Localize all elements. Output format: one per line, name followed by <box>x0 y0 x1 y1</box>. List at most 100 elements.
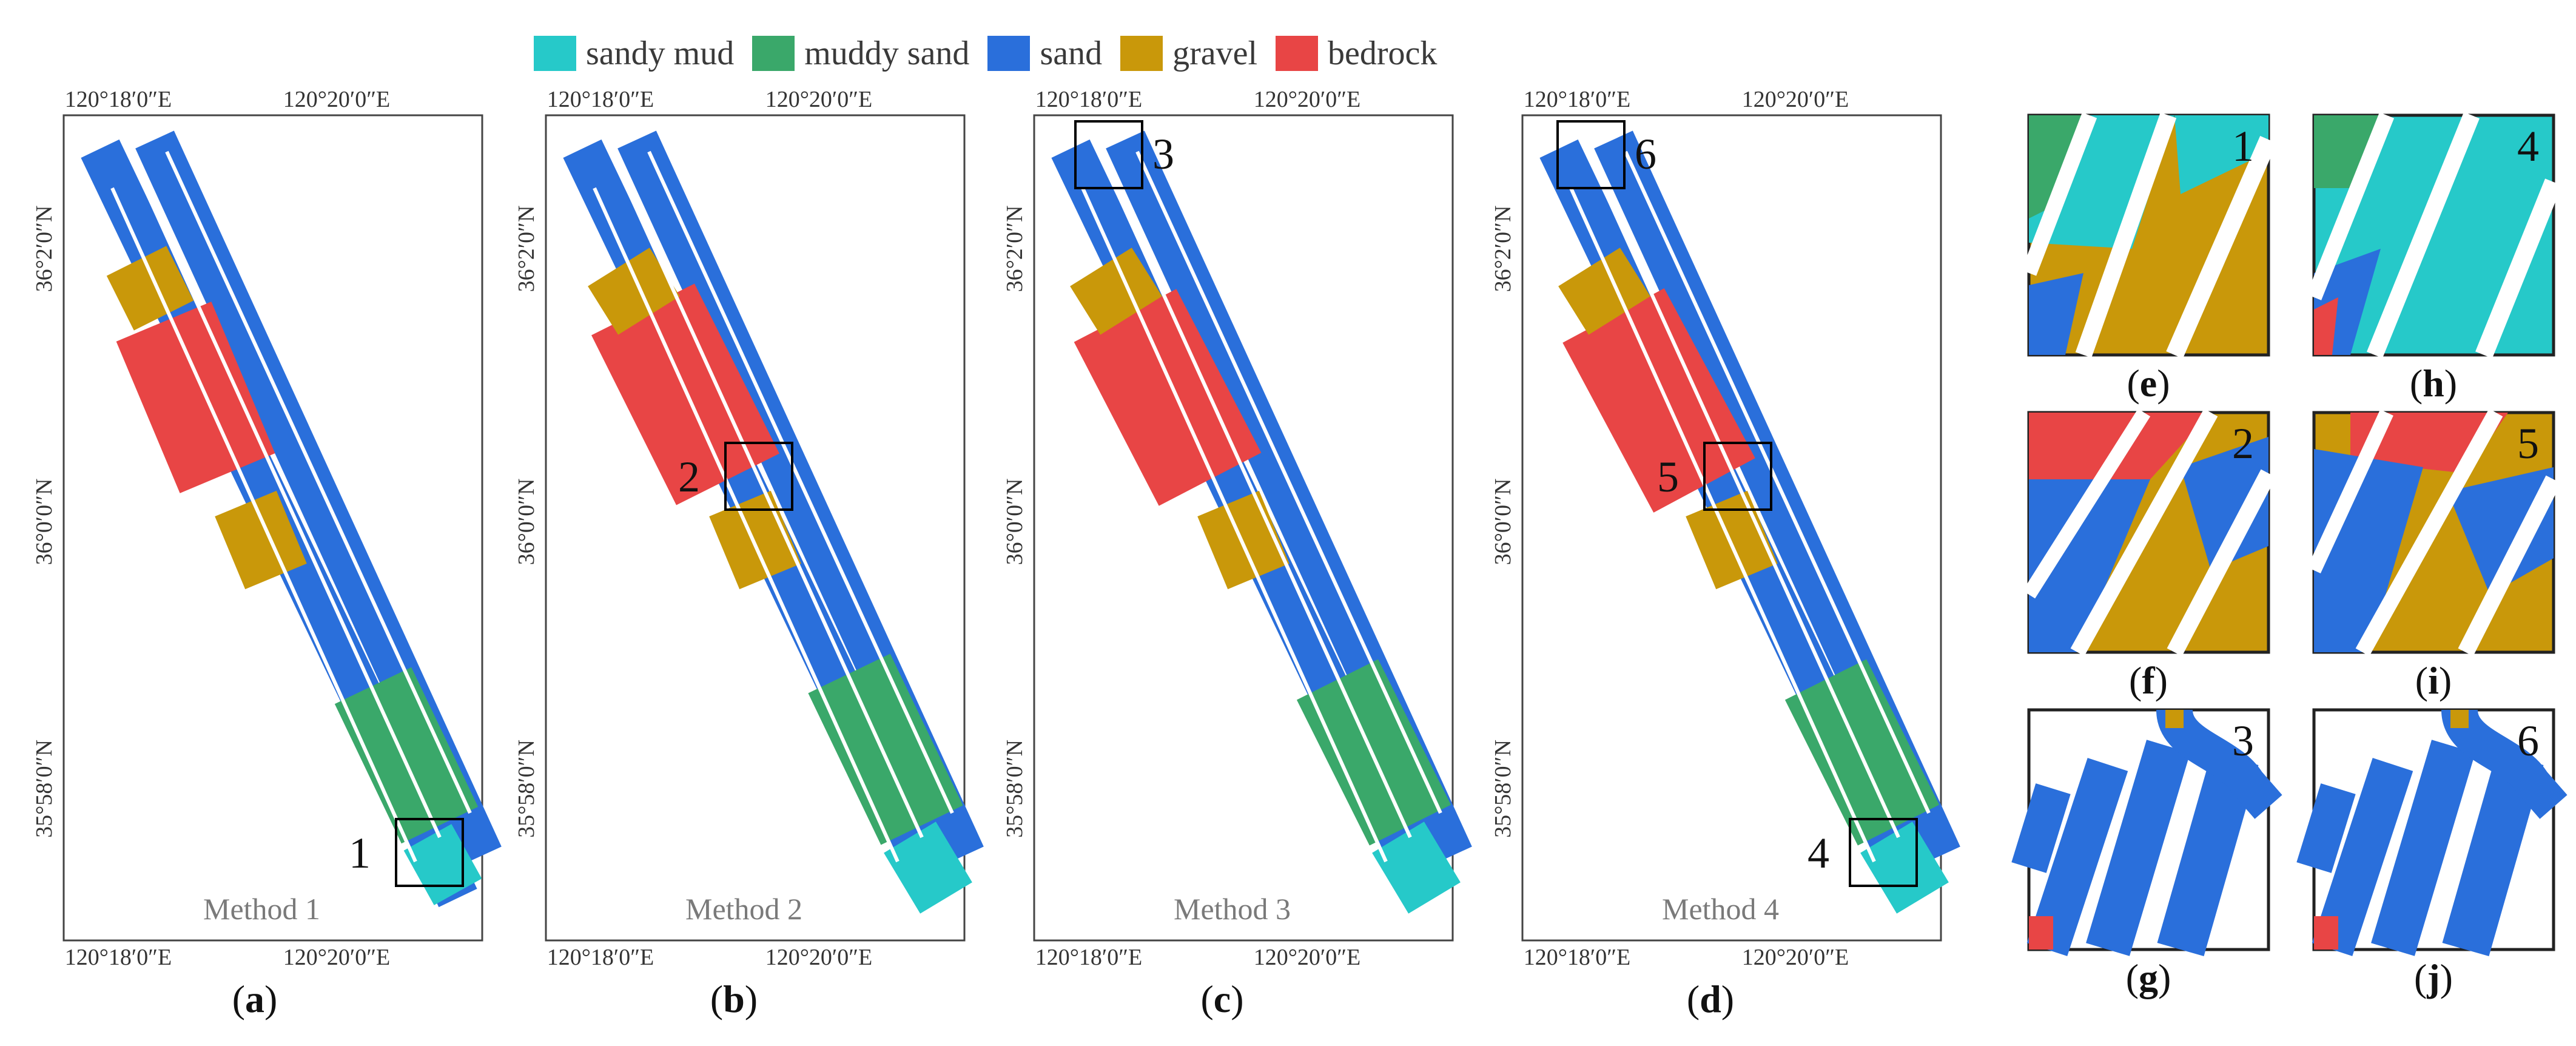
zoom-box-label: 5 <box>1657 453 1679 501</box>
lat-tick-top: 36°2′0″N <box>1490 206 1516 292</box>
panel-label-a: (a) <box>232 977 278 1021</box>
legend-swatch <box>987 36 1031 71</box>
patch <box>2181 437 2268 570</box>
panel-letter: f <box>2142 659 2155 702</box>
zoom-box-label: 4 <box>1808 829 1829 877</box>
band <box>2442 752 2544 956</box>
patch <box>2314 115 2381 188</box>
zoom-box-4 <box>1849 818 1918 887</box>
zoom-box-6 <box>1556 120 1626 189</box>
lon-tick-bottom-left: 120°18′0″E <box>65 945 172 970</box>
map-panel-a: 1 Method 1 120°18′0″E 120°20′0″E 120°18′… <box>32 87 502 970</box>
inset-number: 3 <box>2232 717 2254 765</box>
lon-tick-bottom-left: 120°18′0″E <box>547 945 654 970</box>
lon-tick-bottom-right: 120°20′0″E <box>283 945 391 970</box>
inset-f: 2 <box>2022 408 2276 656</box>
lon-tick-top-left: 120°18′0″E <box>1035 87 1143 112</box>
lon-tick-top-left: 120°18′0″E <box>1524 87 1631 112</box>
band <box>2371 740 2475 956</box>
panel-label-j: (j) <box>2414 956 2453 999</box>
gap <box>2458 475 2561 656</box>
inset-number: 5 <box>2517 419 2539 468</box>
zoom-box-label: 1 <box>349 829 371 877</box>
inset-h: 4 <box>2306 112 2562 359</box>
legend-swatch <box>1120 36 1163 71</box>
zoom-box-3 <box>1074 120 1143 189</box>
zoom-box-label: 2 <box>678 453 700 501</box>
map-panel-c: 3 Method 3 120°18′0″E 120°20′0″E 120°18′… <box>1002 87 1472 970</box>
gap <box>2167 469 2276 656</box>
patch <box>2029 916 2053 950</box>
patch <box>2174 115 2268 194</box>
lon-tick-bottom-right: 120°20′0″E <box>765 945 873 970</box>
legend-label: gravel <box>1172 35 1258 72</box>
panel-letter: h <box>2423 362 2444 405</box>
band <box>2296 783 2356 873</box>
panel-letter: d <box>1700 977 1721 1021</box>
legend-label: sand <box>1040 35 1103 72</box>
gap <box>2022 408 2151 599</box>
band <box>2026 758 2128 956</box>
inset-e: 1 <box>2021 112 2277 359</box>
band <box>2157 752 2259 956</box>
gap <box>2355 408 2503 656</box>
panel-label-i: (i) <box>2415 659 2452 702</box>
lon-tick-top-left: 120°18′0″E <box>65 87 172 112</box>
patch <box>2314 916 2338 950</box>
patch <box>2314 297 2338 355</box>
survey-track <box>563 130 984 914</box>
gap <box>2166 135 2277 359</box>
map-panel-b: 2 Method 2 120°18′0″E 120°20′0″E 120°18′… <box>514 87 984 970</box>
legend-swatch <box>752 36 795 71</box>
band <box>2312 758 2413 956</box>
gap <box>2307 409 2393 574</box>
method-label: Method 3 <box>1174 892 1291 926</box>
legend-item-sandy-mud: sandy mud <box>534 34 734 73</box>
gap <box>2367 112 2480 359</box>
panel-letter: e <box>2139 362 2157 405</box>
legend-swatch <box>534 36 576 71</box>
lon-tick-top-right: 120°20′0″E <box>765 87 873 112</box>
lon-tick-bottom-left: 120°18′0″E <box>1035 945 1143 970</box>
inset-number: 2 <box>2232 419 2254 468</box>
zoom-box-label: 3 <box>1152 130 1174 178</box>
inset-number: 4 <box>2517 122 2539 170</box>
lat-tick-top: 36°2′0″N <box>1002 206 1027 292</box>
legend-item-bedrock: bedrock <box>1276 34 1437 73</box>
legend-item-sand: sand <box>987 34 1102 73</box>
patch <box>2029 273 2083 355</box>
panel-label-f: (f) <box>2129 659 2168 702</box>
patch <box>2450 710 2469 728</box>
inset-i: 5 <box>2307 408 2561 656</box>
gap <box>2075 112 2177 358</box>
survey-track <box>81 130 502 908</box>
lon-tick-bottom-left: 120°18′0″E <box>1524 945 1631 970</box>
legend-swatch <box>1276 36 1319 71</box>
lat-tick-bottom: 35°58′0″N <box>1490 740 1516 838</box>
lat-tick-mid: 36°0′0″N <box>1490 479 1516 565</box>
legend-item-muddy-sand: muddy sand <box>752 34 969 73</box>
legend: sandy mud muddy sand sand gravel bedrock <box>534 27 1455 80</box>
lat-tick-mid: 36°0′0″N <box>32 479 57 565</box>
patch <box>2165 710 2184 728</box>
legend-label: sandy mud <box>586 35 735 72</box>
panel-letter: i <box>2428 659 2439 702</box>
band <box>2011 783 2071 873</box>
inset-number: 6 <box>2517 717 2539 765</box>
gap <box>2306 112 2395 300</box>
panel-label-b: (b) <box>710 977 758 1021</box>
lon-tick-bottom-right: 120°20′0″E <box>1254 945 1361 970</box>
zoom-box-2 <box>724 442 793 511</box>
lon-tick-bottom-right: 120°20′0″E <box>1742 945 1849 970</box>
patch <box>2029 479 2150 652</box>
lon-tick-top-right: 120°20′0″E <box>283 87 391 112</box>
band <box>2086 740 2190 956</box>
lon-tick-top-left: 120°18′0″E <box>547 87 654 112</box>
zoom-box-label: 6 <box>1635 130 1656 178</box>
lat-tick-mid: 36°0′0″N <box>1002 479 1027 565</box>
patch <box>2447 467 2554 595</box>
gap <box>2070 408 2218 656</box>
lat-tick-bottom: 35°58′0″N <box>32 740 57 838</box>
lat-tick-bottom: 35°58′0″N <box>514 740 539 838</box>
zoom-box-1 <box>395 818 464 887</box>
